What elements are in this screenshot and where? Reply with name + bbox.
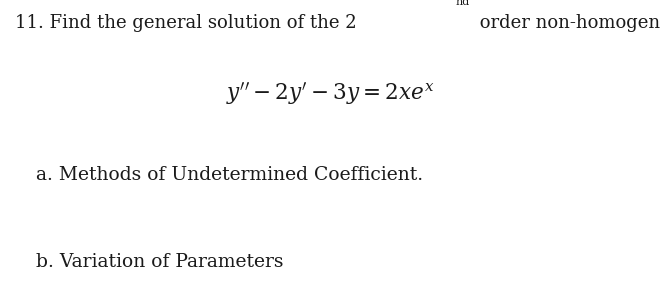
Text: b. Variation of Parameters: b. Variation of Parameters [36, 253, 284, 271]
Text: order non-homogeneous DE:: order non-homogeneous DE: [474, 14, 660, 32]
Text: a. Methods of Undetermined Coefficient.: a. Methods of Undetermined Coefficient. [36, 166, 424, 185]
Text: $y'' - 2y' - 3y = 2xe^{x}$: $y'' - 2y' - 3y = 2xe^{x}$ [226, 80, 434, 107]
Text: nd: nd [455, 0, 469, 7]
Text: 11. Find the general solution of the 2: 11. Find the general solution of the 2 [15, 14, 356, 32]
